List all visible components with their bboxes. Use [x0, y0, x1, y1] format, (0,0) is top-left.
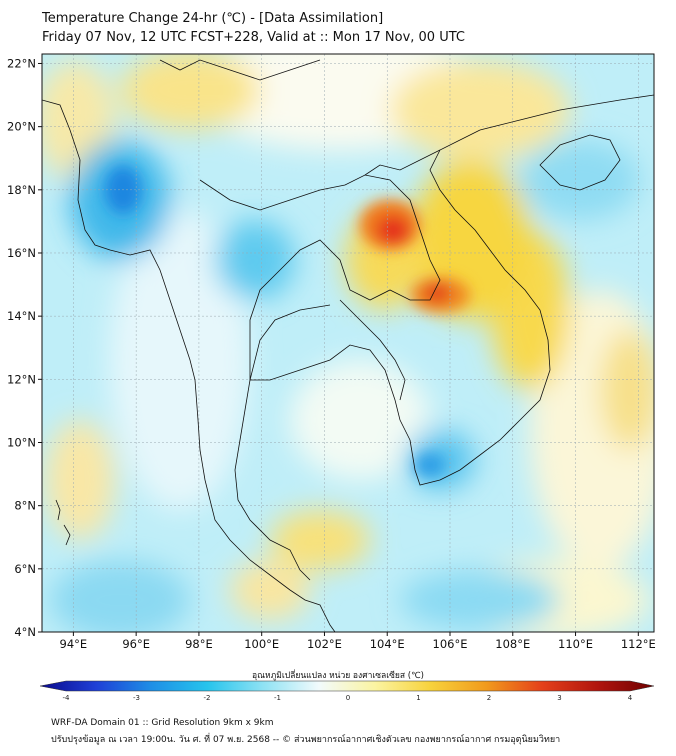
lat-tick-label: 12°N — [7, 372, 36, 386]
lat-tick-label: 14°N — [7, 309, 36, 323]
colorbar-tick-label: 4 — [628, 694, 633, 702]
colorbar-tick-label: 0 — [346, 694, 350, 702]
colorbar-tick-label: -4 — [63, 694, 71, 702]
map-frame — [41, 53, 655, 633]
lat-tick-label: 18°N — [7, 183, 36, 197]
lon-tick-label: 104°E — [370, 637, 405, 651]
colorbar-tick-label: 1 — [416, 694, 420, 702]
lon-tick-label: 110°E — [558, 637, 593, 651]
lon-tick-label: 106°E — [433, 637, 468, 651]
colorbar-gradient — [39, 680, 655, 692]
lon-tick-label: 102°E — [307, 637, 342, 651]
latitude-axis: 4°N 6°N 8°N 10°N 12°N 14°N 16°N 18°N 20°N 22°N — [7, 56, 42, 639]
lon-tick-label: 96°E — [122, 637, 150, 651]
colorbar-tick-label: -2 — [204, 694, 211, 702]
lat-tick-label: 6°N — [14, 562, 36, 576]
lon-tick-label: 112°E — [621, 637, 656, 651]
lon-tick-label: 94°E — [60, 637, 88, 651]
lat-tick-label: 22°N — [7, 56, 36, 70]
coastlines-and-borders — [42, 59, 654, 632]
longitude-axis: 94°E 96°E 98°E 100°E 102°E 104°E 106°E 108°E 110… — [60, 632, 656, 651]
colorbar-tick-label: -1 — [274, 694, 281, 702]
colorbar-tick-label: 3 — [557, 694, 561, 702]
footer-credit: ปรับปรุงข้อมูล ณ เวลา 19:00น. วัน ศ. ที่… — [51, 735, 561, 745]
colorbar: -4 -3 -2 -1 0 1 2 3 4 — [39, 680, 655, 702]
map-subtitle: Friday 07 Nov, 12 UTC FCST+228, Valid at… — [42, 30, 465, 45]
colorbar-title: อุณหภูมิเปลี่ยนแปลง หน่วย องศาเซลเซียส (… — [252, 671, 424, 681]
lon-tick-label: 108°E — [495, 637, 530, 651]
map-title: Temperature Change 24-hr (℃) - [Data Ass… — [42, 11, 384, 26]
lat-tick-label: 8°N — [14, 499, 36, 513]
colorbar-tick-label: 2 — [487, 694, 491, 702]
lon-tick-label: 98°E — [185, 637, 213, 651]
temperature-field — [42, 54, 654, 632]
lat-tick-label: 4°N — [14, 625, 36, 639]
colorbar-tick-label: -3 — [133, 694, 140, 702]
footer-model-info: WRF-DA Domain 01 :: Grid Resolution 9km … — [51, 718, 274, 728]
lat-tick-label: 10°N — [7, 435, 36, 449]
lat-tick-label: 20°N — [7, 120, 36, 134]
lon-tick-label: 100°E — [244, 637, 279, 651]
lat-tick-label: 16°N — [7, 246, 36, 260]
graticule — [42, 54, 654, 632]
